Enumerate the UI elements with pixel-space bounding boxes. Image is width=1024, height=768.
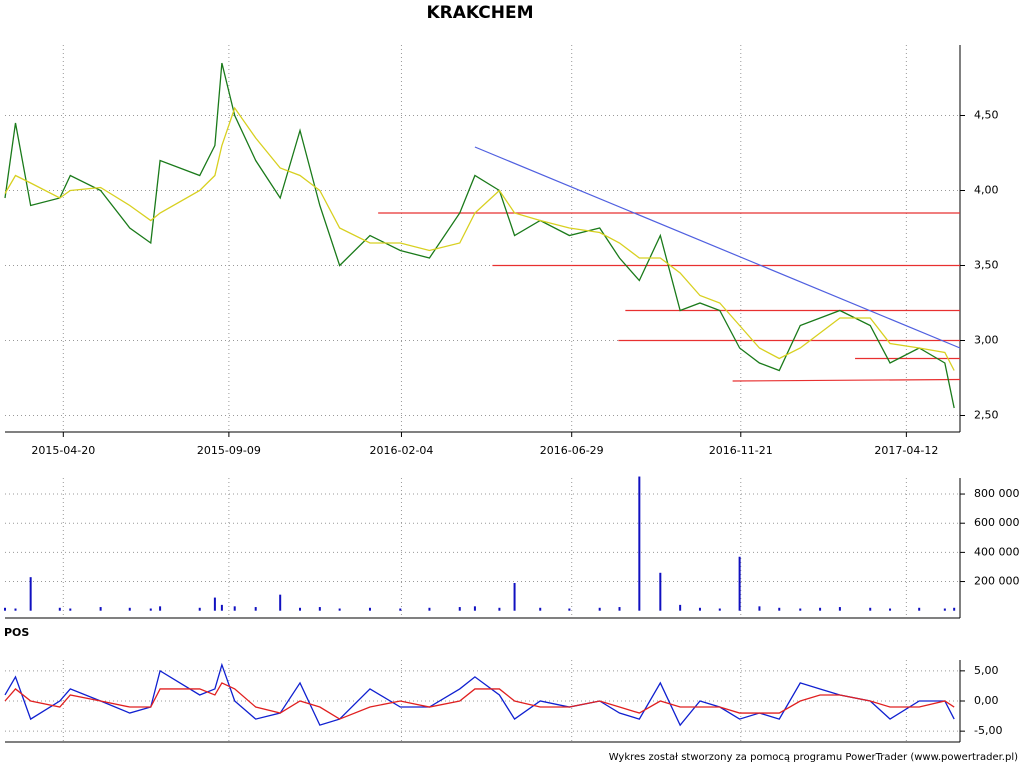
- y-tick-label: 3,00: [974, 334, 999, 347]
- bar: [233, 606, 236, 611]
- y-tick-label: 5,00: [974, 664, 999, 677]
- bar: [889, 608, 892, 611]
- bar: [568, 608, 571, 611]
- bar: [299, 607, 302, 611]
- bar: [778, 607, 781, 611]
- series-line: [4, 682, 955, 720]
- x-tick-label: 2016-11-21: [709, 444, 773, 457]
- bar: [4, 607, 6, 611]
- bar: [953, 607, 956, 611]
- bar: [799, 608, 802, 611]
- bar: [738, 556, 741, 611]
- bar: [149, 608, 152, 611]
- bar: [99, 607, 102, 611]
- bar: [869, 607, 872, 611]
- bar: [679, 604, 682, 611]
- bar: [368, 607, 371, 611]
- bar: [279, 594, 282, 611]
- bar: [618, 607, 621, 611]
- panel-title: POS: [4, 626, 29, 639]
- bar: [338, 608, 341, 611]
- bar: [458, 607, 461, 611]
- x-tick-label: 2016-02-04: [369, 444, 433, 457]
- bar: [539, 607, 542, 611]
- bar: [838, 607, 841, 611]
- bar: [498, 607, 501, 611]
- bar: [819, 607, 822, 611]
- bar: [473, 606, 476, 611]
- series-line: [4, 62, 955, 409]
- bar: [159, 606, 162, 611]
- y-tick-label: 3,50: [974, 259, 999, 272]
- bar: [513, 583, 516, 611]
- bar: [718, 608, 721, 611]
- footer: Wykres został stworzony za pomocą progra…: [609, 752, 1018, 763]
- bar: [128, 607, 131, 611]
- bar: [213, 597, 216, 611]
- y-tick-label: 2,50: [974, 409, 999, 422]
- bar: [29, 577, 32, 611]
- x-tick-label: 2015-04-20: [31, 444, 95, 457]
- bar: [918, 607, 921, 611]
- bar: [220, 604, 223, 611]
- bar: [14, 608, 17, 611]
- level-line: [474, 146, 961, 349]
- bar: [659, 572, 662, 611]
- bar: [318, 607, 321, 611]
- bar: [943, 608, 946, 611]
- bar: [598, 607, 601, 611]
- y-tick-label: 800 000: [974, 487, 1020, 500]
- bar: [758, 606, 761, 611]
- bar: [638, 476, 641, 611]
- y-tick-label: 200 000: [974, 575, 1020, 588]
- y-tick-label: 0,00: [974, 694, 999, 707]
- x-tick-label: 2017-04-12: [874, 444, 938, 457]
- series-line: [4, 662, 955, 727]
- chart-title: KRAKCHEM: [426, 3, 533, 23]
- bar: [698, 607, 701, 611]
- bar: [399, 608, 402, 611]
- bar: [198, 607, 201, 611]
- bar: [69, 608, 72, 611]
- bar: [254, 607, 257, 611]
- y-tick-label: 400 000: [974, 545, 1020, 558]
- y-tick-label: -5,00: [974, 724, 1002, 737]
- y-tick-label: 600 000: [974, 516, 1020, 529]
- bar: [58, 607, 61, 611]
- x-tick-label: 2015-09-09: [197, 444, 261, 457]
- bar: [428, 607, 431, 611]
- x-tick-label: 2016-06-29: [540, 444, 604, 457]
- series-line: [4, 106, 955, 371]
- level-line: [732, 378, 961, 382]
- y-tick-label: 4,00: [974, 184, 999, 197]
- y-tick-label: 4,50: [974, 109, 999, 122]
